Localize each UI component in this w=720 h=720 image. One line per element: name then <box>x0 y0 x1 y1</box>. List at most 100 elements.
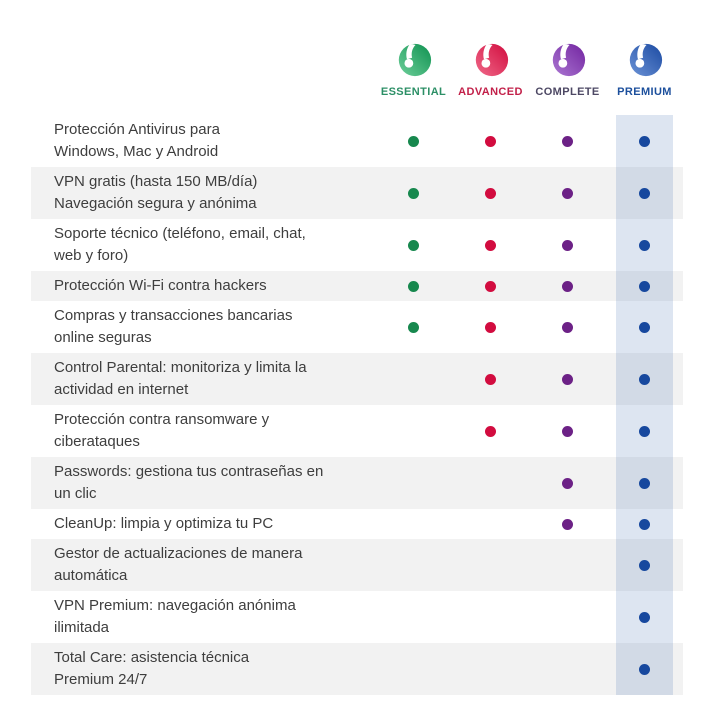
plan-header-premium[interactable]: PREMIUM <box>606 41 683 98</box>
cell-complete <box>529 275 606 297</box>
included-dot <box>639 559 650 571</box>
included-dot <box>562 187 573 199</box>
plan-header-essential[interactable]: ESSENTIAL <box>375 41 452 98</box>
included-dot <box>485 135 496 147</box>
feature-text: Gestor de actualizaciones de manera auto… <box>54 545 303 584</box>
feature-text: Protección Wi-Fi contra hackers <box>54 277 267 294</box>
included-dot <box>639 373 650 385</box>
cell-premium <box>606 461 683 505</box>
cell-advanced <box>452 305 529 349</box>
cell-essential <box>375 409 452 453</box>
cell-essential <box>375 461 452 505</box>
cell-essential <box>375 119 452 163</box>
included-dot <box>639 425 650 437</box>
included-dot <box>639 663 650 675</box>
feature-row: Control Parental: monitoriza y limita la… <box>31 353 683 405</box>
plan-label: ADVANCED <box>458 86 523 98</box>
cell-complete <box>529 543 606 587</box>
feature-text: Protección contra ransomware y ciberataq… <box>54 411 270 450</box>
included-dot <box>408 280 419 292</box>
cell-essential <box>375 171 452 215</box>
included-dot <box>485 187 496 199</box>
included-dot <box>485 425 496 437</box>
premium-highlight-column <box>616 115 673 695</box>
cell-premium <box>606 595 683 639</box>
cell-premium <box>606 357 683 401</box>
cell-advanced <box>452 119 529 163</box>
cell-complete <box>529 647 606 691</box>
plan-header-advanced[interactable]: ADVANCED <box>452 41 529 98</box>
cell-premium <box>606 119 683 163</box>
comparison-table: ESSENTIAL ADVANCED <box>31 41 683 695</box>
feature-rows: Protección Antivirus para Windows, Mac y… <box>31 115 683 695</box>
cell-advanced <box>452 409 529 453</box>
cell-premium <box>606 305 683 349</box>
cell-complete <box>529 119 606 163</box>
cell-complete <box>529 223 606 267</box>
included-dot <box>639 321 650 333</box>
included-dot <box>485 373 496 385</box>
cell-complete <box>529 171 606 215</box>
cell-premium <box>606 171 683 215</box>
cell-advanced <box>452 171 529 215</box>
cell-essential <box>375 305 452 349</box>
feature-text: VPN Premium: navegación anónima ilimitad… <box>54 597 296 636</box>
feature-row: Total Care: asistencia técnica Premium 2… <box>31 643 683 695</box>
feature-text: CleanUp: limpia y optimiza tu PC <box>54 515 274 532</box>
included-dot <box>562 321 573 333</box>
cell-premium <box>606 223 683 267</box>
cell-advanced <box>452 513 529 535</box>
cell-premium <box>606 647 683 691</box>
plan-header-complete[interactable]: COMPLETE <box>529 41 606 98</box>
feature-row: Soporte técnico (teléfono, email, chat, … <box>31 219 683 271</box>
included-dot <box>639 135 650 147</box>
cell-premium <box>606 543 683 587</box>
panda-logo-advanced-icon <box>475 43 508 77</box>
included-dot <box>639 187 650 199</box>
feature-text: Protección Antivirus para Windows, Mac y… <box>54 121 220 160</box>
feature-row: CleanUp: limpia y optimiza tu PC <box>31 509 683 539</box>
cell-premium <box>606 409 683 453</box>
included-dot <box>408 321 419 333</box>
feature-row: Protección Wi-Fi contra hackers <box>31 271 683 301</box>
cell-essential <box>375 275 452 297</box>
feature-row: VPN Premium: navegación anónima ilimitad… <box>31 591 683 643</box>
cell-advanced <box>452 357 529 401</box>
feature-text: Total Care: asistencia técnica Premium 2… <box>54 649 250 688</box>
included-dot <box>562 280 573 292</box>
included-dot <box>562 135 573 147</box>
included-dot <box>639 280 650 292</box>
feature-text: Control Parental: monitoriza y limita la… <box>54 359 307 398</box>
included-dot <box>485 321 496 333</box>
cell-advanced <box>452 595 529 639</box>
cell-essential <box>375 357 452 401</box>
feature-row: Protección contra ransomware y ciberataq… <box>31 405 683 457</box>
included-dot <box>485 239 496 251</box>
included-dot <box>562 518 573 530</box>
feature-text: Soporte técnico (teléfono, email, chat, … <box>54 225 306 264</box>
cell-premium <box>606 513 683 535</box>
feature-text: VPN gratis (hasta 150 MB/día) Navegación… <box>54 173 258 212</box>
cell-essential <box>375 513 452 535</box>
included-dot <box>562 373 573 385</box>
included-dot <box>408 239 419 251</box>
plan-label: ESSENTIAL <box>380 86 447 98</box>
feature-row: Gestor de actualizaciones de manera auto… <box>31 539 683 591</box>
cell-premium <box>606 275 683 297</box>
feature-text: Compras y transacciones bancarias online… <box>54 307 293 346</box>
included-dot <box>485 280 496 292</box>
cell-essential <box>375 543 452 587</box>
included-dot <box>408 135 419 147</box>
cell-essential <box>375 595 452 639</box>
included-dot <box>639 518 650 530</box>
feature-row: Passwords: gestiona tus contraseñas en u… <box>31 457 683 509</box>
panda-logo-complete-icon <box>552 43 585 77</box>
cell-complete <box>529 461 606 505</box>
plans-header: ESSENTIAL ADVANCED <box>31 41 683 98</box>
feature-text: Passwords: gestiona tus contraseñas en u… <box>54 463 324 502</box>
cell-advanced <box>452 223 529 267</box>
cell-complete <box>529 305 606 349</box>
panda-logo-essential-icon <box>398 43 431 77</box>
cell-advanced <box>452 461 529 505</box>
included-dot <box>639 477 650 489</box>
